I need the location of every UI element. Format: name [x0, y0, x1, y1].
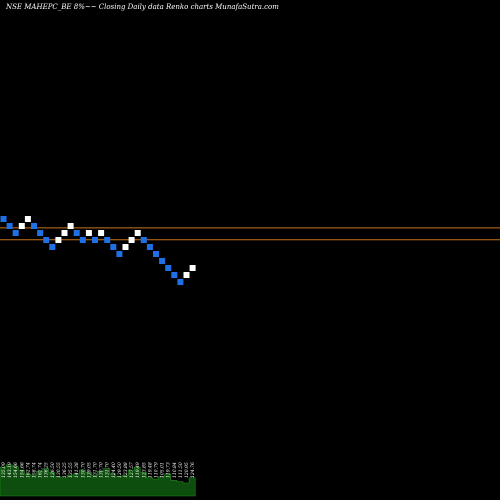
- price-label: 124.40: [111, 462, 117, 478]
- price-label: 110.84: [172, 462, 178, 478]
- renko-brick-down: [49, 244, 56, 250]
- renko-brick-up: [98, 230, 105, 236]
- price-label: 129.50: [117, 462, 123, 478]
- renko-brick-down: [12, 230, 19, 236]
- renko-brick-up: [55, 237, 62, 243]
- price-label: 130.70: [80, 462, 86, 478]
- price-label: 141.38: [74, 462, 80, 478]
- renko-brick-up: [122, 244, 129, 250]
- price-label: 162.74: [25, 462, 31, 478]
- renko-brick-down: [110, 244, 117, 250]
- price-label: 123.85: [141, 462, 147, 478]
- renko-brick-up: [189, 265, 196, 271]
- volume-area: [0, 464, 196, 497]
- renko-brick-up: [67, 223, 74, 229]
- price-label: 143.19: [7, 462, 13, 478]
- price-label: 119.73: [166, 462, 172, 478]
- price-label: 124.76: [190, 462, 196, 478]
- price-label: 119.49: [135, 462, 141, 478]
- price-label: 119.48: [147, 462, 153, 478]
- renko-brick-up: [61, 230, 68, 236]
- price-label: 120.95: [184, 462, 190, 478]
- renko-brick-down: [92, 237, 98, 243]
- renko-brick-down: [165, 265, 172, 271]
- renko-brick-down: [79, 237, 86, 243]
- price-label: 130.70: [99, 462, 105, 478]
- renko-brick-down: [146, 244, 153, 250]
- chart-title: NSE MAHEPC_BE 8%~~ Closing Daily data Re…: [5, 3, 279, 11]
- price-label: 111.50: [178, 462, 184, 478]
- renko-brick-down: [159, 258, 166, 264]
- price-label: 135.55: [68, 462, 74, 478]
- price-label: 154.66: [13, 462, 19, 478]
- renko-brick-down: [6, 223, 13, 229]
- price-label: 105.01: [160, 462, 166, 478]
- renko-brick-up: [18, 223, 25, 229]
- price-label: 131.70: [105, 462, 111, 478]
- renko-brick-down: [153, 251, 159, 257]
- price-label: 130.55: [56, 462, 62, 478]
- renko-brick-up: [85, 230, 92, 236]
- price-label: 139.05: [86, 462, 92, 478]
- price-label: 110.79: [154, 462, 160, 478]
- renko-brick-up: [134, 230, 141, 236]
- price-label: 154.66: [19, 462, 25, 478]
- price-label: 136.25: [44, 462, 50, 478]
- renko-brick-down: [0, 216, 7, 222]
- price-label: 136.25: [62, 462, 68, 478]
- renko-brick-down: [31, 223, 37, 229]
- renko-brick-up: [128, 237, 135, 243]
- renko-brick-down: [73, 230, 80, 236]
- renko-brick-up: [24, 216, 31, 222]
- price-label: 123.88: [123, 462, 129, 478]
- renko-brick-down: [43, 237, 50, 243]
- renko-brick-down: [104, 237, 111, 243]
- renko-brick-down: [171, 272, 178, 278]
- price-labels: 135.09 143.19 154.66 154.66 162.74 158.74 162.…: [1, 462, 196, 478]
- renko-brick-down: [37, 230, 44, 236]
- renko-brick-down: [116, 251, 123, 257]
- price-label: 158.74: [32, 462, 38, 478]
- renko-brick-up: [183, 272, 190, 278]
- price-label: 135.09: [1, 462, 7, 478]
- price-label: 162.74: [38, 462, 44, 478]
- renko-brick-down: [140, 237, 147, 243]
- price-label: 127.57: [129, 462, 135, 478]
- price-label: 131.70: [93, 462, 99, 478]
- price-label: 136.50: [50, 462, 56, 478]
- renko-bricks: [0, 216, 196, 285]
- volume-series: [0, 464, 196, 497]
- renko-brick-down: [177, 279, 184, 285]
